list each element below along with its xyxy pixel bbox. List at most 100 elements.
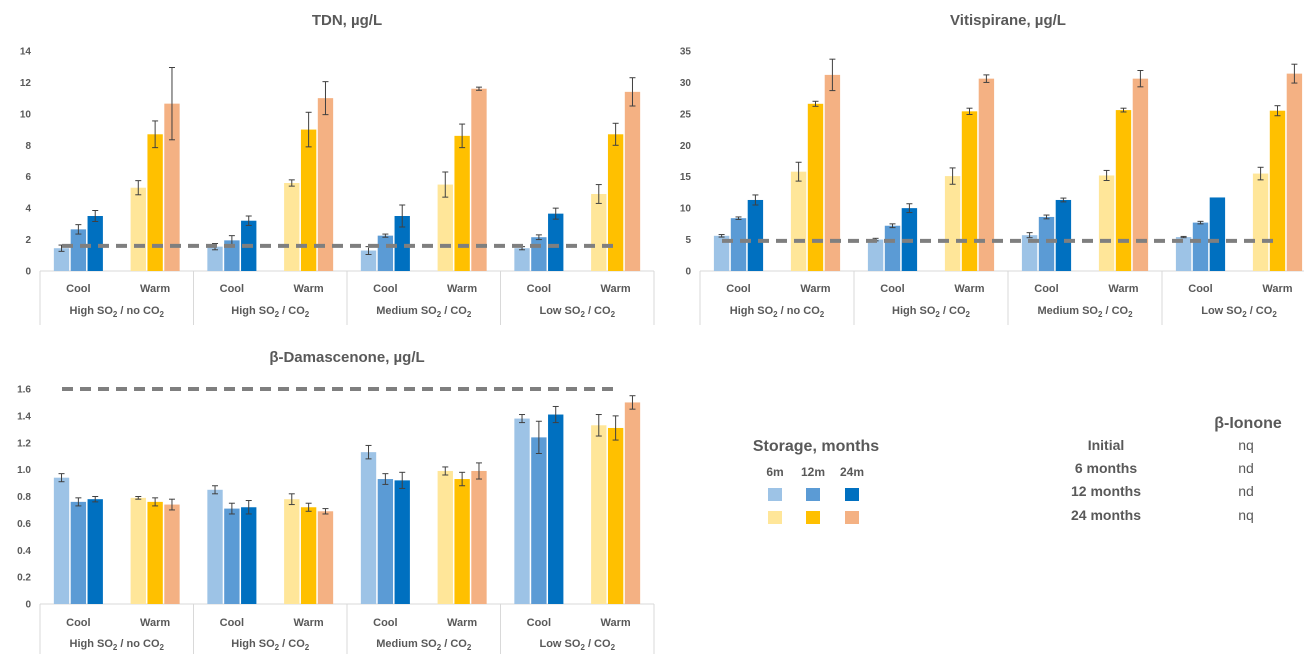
bar-high-so2-no-co2-warm-12m [147,134,163,271]
category-label: Warm [954,283,984,295]
y-tick-label: 0.2 [17,573,31,584]
vitispirane-chart: Vitispirane, µg/L 0 5 10 15 20 25 30 35 Cool Warm H… [680,12,1304,325]
legend-swatch-warm-24m [845,511,859,524]
bar-low-so2-co2-warm-6m [1252,173,1269,271]
bar-high-so2-no-co2-cool-6m [53,248,70,271]
y-tick-label: 0.6 [17,519,31,530]
category-label: Warm [447,617,477,629]
bar-medium-so2-co2-cool-24m [394,480,410,604]
category-label: Warm [447,283,477,295]
bar-low-so2-co2-warm-6m [591,425,607,604]
bar-high-so2-co2-warm-12m [300,129,317,271]
bar-low-so2-co2-warm-24m [1286,73,1303,271]
ionone-value-24-months: nq [1238,507,1254,523]
bar-low-so2-co2-cool-12m [531,237,547,271]
ionone-value-initial: nq [1238,437,1254,453]
bar-low-so2-co2-warm-24m [624,91,641,271]
bar-high-so2-co2-warm-6m [284,183,300,271]
bar-high-so2-no-co2-cool-12m [70,229,87,271]
bar-high-so2-co2-cool-6m [207,246,223,271]
chart-title: TDN, µg/L [312,12,382,29]
legend-swatch-warm-12m [806,511,820,524]
y-tick-label: 30 [680,78,692,89]
category-label: Cool [373,617,397,629]
group-label: High SO2 / CO2 [231,638,310,652]
bar-low-so2-co2-cool-12m [1192,222,1209,271]
category-label: Cool [373,283,397,295]
ionone-label-initial: Initial [1088,437,1125,453]
category-label: Cool [880,283,904,295]
group-label: High SO2 / no CO2 [70,305,165,319]
bar-high-so2-no-co2-warm-12m [147,501,163,604]
bar-high-so2-co2-warm-24m [978,78,995,272]
category-label: Warm [140,283,170,295]
group-label: Medium SO2 / CO2 [376,638,472,652]
y-tick-label: 2 [25,235,31,246]
bar-low-so2-co2-cool-6m [1175,237,1192,271]
bar-medium-so2-co2-warm-12m [454,135,470,271]
bar-high-so2-co2-warm-12m [961,111,978,271]
bar-low-so2-co2-warm-24m [624,402,641,604]
bar-high-so2-no-co2-cool-12m [730,218,747,271]
legend-swatches [768,488,859,524]
bar-high-so2-co2-warm-24m [317,511,334,604]
y-tick-label: 1.2 [17,438,31,449]
bar-medium-so2-co2-cool-12m [1038,216,1055,271]
bar-low-so2-co2-warm-6m [591,194,607,271]
bar-medium-so2-co2-cool-24m [394,216,410,271]
bar-high-so2-no-co2-warm-6m [130,187,146,271]
bar-high-so2-no-co2-warm-24m [164,103,180,272]
y-tick-label: 12 [20,78,32,89]
ionone-label-24-months: 24 months [1071,507,1141,523]
category-label: Warm [294,283,324,295]
bar-high-so2-co2-cool-12m [224,508,240,604]
y-tick-label: 0.8 [17,492,31,503]
category-label: Cool [726,283,750,295]
category-label: Warm [601,617,631,629]
legend-swatch-cool-12m [806,488,820,501]
y-tick-label: 6 [25,172,31,183]
bar-medium-so2-co2-cool-12m [377,235,394,271]
category-label: Warm [140,617,170,629]
group-label: High SO2 / CO2 [231,305,310,319]
category-label: Cool [220,283,244,295]
bar-medium-so2-co2-warm-6m [1098,175,1115,271]
tdn-chart: TDN, µg/L 0 2 4 6 8 10 12 14 Cool Warm High SO2 / n… [20,12,655,325]
bar-medium-so2-co2-warm-24m [471,88,487,271]
bar-medium-so2-co2-cool-6m [360,250,377,271]
bar-high-so2-no-co2-cool-6m [53,477,70,604]
group-label: Medium SO2 / CO2 [1037,305,1133,319]
group-label: Low SO2 / CO2 [539,638,615,652]
y-tick-label: 8 [25,141,31,152]
bar-medium-so2-co2-warm-12m [1115,110,1132,271]
y-tick-label: 1.0 [17,465,31,476]
bar-high-so2-co2-warm-12m [300,507,317,604]
y-tick-label: 15 [680,172,692,183]
chart-title: β-Damascenone, µg/L [269,349,424,366]
bar-high-so2-co2-cool-12m [224,240,240,271]
category-label: Cool [1188,283,1212,295]
y-tick-label: 0 [25,267,31,278]
category-label: Warm [800,283,830,295]
category-label: Warm [294,617,324,629]
category-label: Warm [1262,283,1292,295]
bar-high-so2-no-co2-warm-24m [164,504,180,604]
bar-high-so2-co2-cool-6m [207,489,223,604]
bar-medium-so2-co2-warm-6m [437,470,453,604]
y-tick-label: 20 [680,141,692,152]
legend-swatch-warm-6m [768,511,782,524]
bar-low-so2-co2-cool-24m [548,213,564,271]
ionone-value-6-months: nd [1238,460,1254,476]
bar-medium-so2-co2-cool-6m [360,452,377,604]
bar-medium-so2-co2-cool-6m [1021,235,1038,271]
bar-high-so2-no-co2-cool-12m [70,501,87,604]
y-tick-label: 14 [20,47,32,58]
bar-high-so2-no-co2-warm-12m [807,103,824,271]
bar-high-so2-co2-cool-24m [241,507,257,604]
chart-title: Vitispirane, µg/L [950,12,1066,29]
category-label: Warm [1108,283,1138,295]
bar-low-so2-co2-warm-12m [1269,110,1286,271]
legend-title: Storage, months [753,438,879,455]
bar-high-so2-co2-warm-6m [944,176,961,271]
ionone-table: β-Ionone Initial nq 6 months nd 12 month… [1071,415,1282,523]
